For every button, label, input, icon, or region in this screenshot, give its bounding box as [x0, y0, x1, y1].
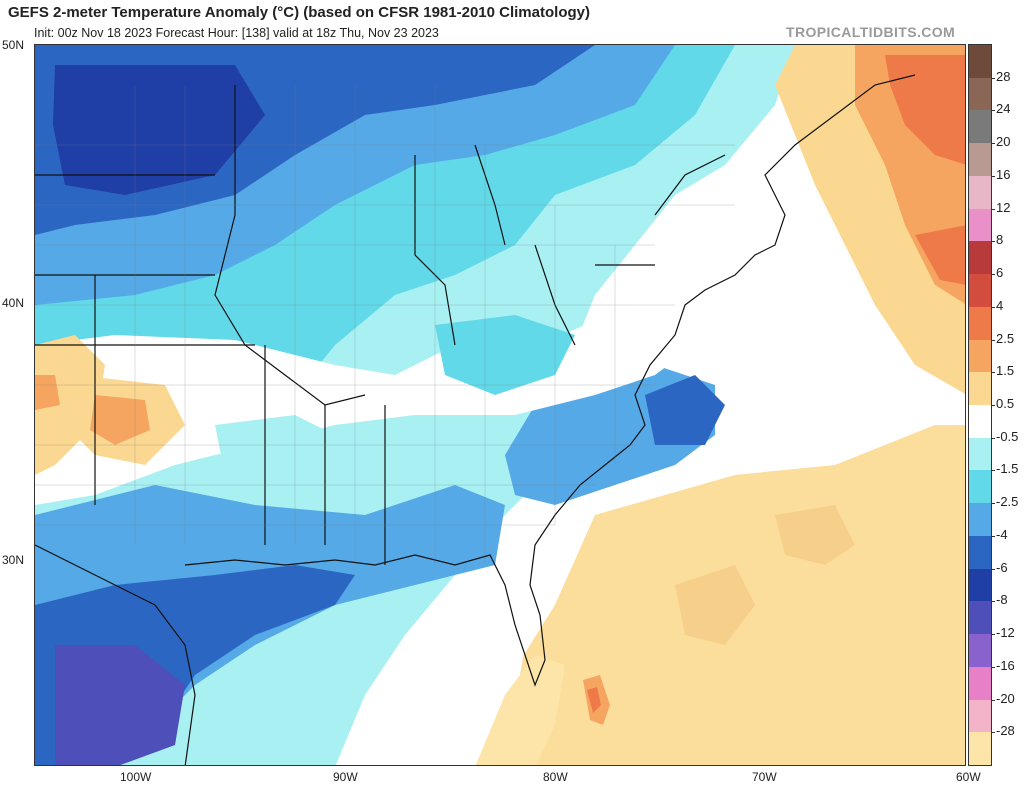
lat-label-40n: 40N	[2, 296, 25, 310]
anomaly-map	[34, 44, 966, 766]
colorbar-swatch	[969, 143, 991, 177]
colorbar-tick	[991, 77, 995, 79]
colorbar-tick	[991, 175, 995, 177]
colorbar-swatch	[969, 208, 991, 242]
colorbar-tick	[991, 143, 995, 145]
colorbar-tick	[991, 339, 995, 341]
lon-label-100w: 100W	[120, 770, 152, 784]
colorbar-tick	[991, 535, 995, 537]
colorbar-swatch	[969, 732, 991, 766]
colorbar-label: 16	[996, 166, 1011, 182]
lat-label-30n: 30N	[2, 553, 25, 567]
colorbar-swatch	[969, 503, 991, 537]
colorbar-swatch	[969, 372, 991, 406]
colorbar-swatch	[969, 437, 991, 471]
brand-watermark: TROPICALTIDBITS.COM	[786, 24, 956, 40]
colorbar-swatch	[969, 306, 991, 341]
colorbar-tick	[991, 634, 995, 636]
colorbar-tick	[991, 372, 995, 374]
lon-label-80w: 80W	[543, 770, 568, 784]
colorbar-label: -28	[996, 723, 1015, 739]
colorbar-tick	[991, 601, 995, 603]
colorbar-label: 24	[996, 101, 1011, 117]
colorbar-label: 4	[996, 297, 1004, 313]
colorbar-tick	[991, 503, 995, 505]
colorbar-label: -12	[996, 625, 1015, 641]
colorbar-swatch	[969, 666, 991, 701]
colorbar-swatch	[969, 470, 991, 504]
colorbar	[968, 44, 995, 766]
colorbar-swatch	[969, 699, 991, 733]
colorbar-label: -20	[996, 690, 1015, 706]
colorbar-label: -1.5	[996, 461, 1019, 477]
colorbar-tick	[991, 208, 995, 210]
colorbar-swatch	[969, 535, 991, 570]
colorbar-swatch	[969, 77, 991, 111]
colorbar-tick	[991, 732, 995, 734]
anomaly-field	[35, 45, 965, 765]
colorbar-label: -2.5	[996, 494, 1019, 510]
colorbar-label: 8	[996, 232, 1004, 248]
colorbar-swatch	[969, 601, 991, 635]
lon-label-70w: 70W	[752, 770, 777, 784]
lat-label-50n: 50N	[2, 38, 25, 52]
colorbar-label: -0.5	[996, 428, 1019, 444]
colorbar-tick	[991, 437, 995, 439]
map-title: GEFS 2-meter Temperature Anomaly (°C) (b…	[8, 4, 590, 21]
colorbar-tick	[991, 306, 995, 308]
colorbar-label: 1.5	[996, 363, 1015, 379]
colorbar-tick	[991, 241, 995, 243]
colorbar-label: 28	[996, 68, 1011, 84]
colorbar-label: 6	[996, 265, 1004, 281]
colorbar-swatch	[969, 45, 991, 79]
colorbar-swatch	[969, 405, 991, 439]
colorbar-swatch	[969, 568, 991, 602]
colorbar-tick	[991, 470, 995, 472]
colorbar-swatch	[969, 274, 991, 308]
colorbar-swatch	[969, 110, 991, 144]
colorbar-label: -6	[996, 559, 1008, 575]
colorbar-label: -16	[996, 657, 1015, 673]
colorbar-tick	[991, 110, 995, 112]
colorbar-swatch	[969, 339, 991, 373]
colorbar-tick	[991, 666, 995, 668]
colorbar-label: 20	[996, 134, 1011, 150]
colorbar-swatch	[969, 241, 991, 275]
colorbar-tick	[991, 568, 995, 570]
colorbar-tick	[991, 699, 995, 701]
colorbar-label: -8	[996, 592, 1008, 608]
lon-label-90w: 90W	[333, 770, 358, 784]
colorbar-swatch	[969, 634, 991, 668]
colorbar-label: 12	[996, 199, 1011, 215]
colorbar-label: 0.5	[996, 396, 1015, 411]
colorbar-tick	[991, 405, 995, 406]
colorbar-tick	[991, 274, 995, 276]
map-subtitle: Init: 00z Nov 18 2023 Forecast Hour: [13…	[34, 26, 439, 40]
lon-label-60w: 60W	[956, 770, 981, 784]
colorbar-label: -4	[996, 526, 1008, 542]
colorbar-label: 2.5	[996, 330, 1015, 346]
colorbar-swatch	[969, 175, 991, 210]
